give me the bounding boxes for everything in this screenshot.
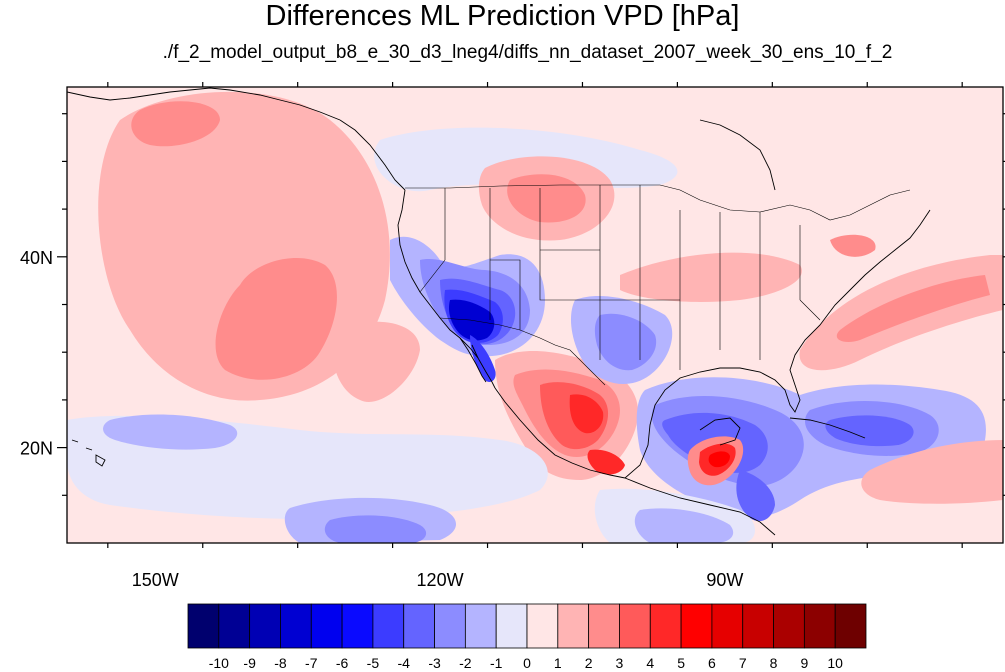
contour-gulf-pos-3 [708, 451, 730, 468]
contour-south-pacific-neg-3 [324, 515, 427, 543]
colorbar-swatch [464, 603, 497, 649]
colorbar-label: 10 [827, 655, 843, 671]
contour-atlantic-pos-2 [836, 275, 990, 342]
colorbar-swatch [187, 603, 220, 649]
coast-alaska [67, 87, 341, 121]
colorbar-label: 0 [523, 655, 531, 671]
colorbar-swatch [403, 603, 435, 649]
colorbar-swatch [834, 603, 867, 649]
coast-gulf [624, 209, 931, 479]
coast-west-na [397, 189, 496, 389]
contour-baja-neg [470, 335, 496, 382]
colorbar-swatch [649, 603, 682, 649]
coast-baja [459, 337, 487, 383]
colorbar-label: 5 [677, 655, 685, 671]
coast-yucatan [699, 417, 741, 446]
contour-mexico-pos-4 [569, 394, 604, 434]
colorbar-label: 6 [708, 655, 716, 671]
map-area [67, 87, 1003, 543]
colorbar-label: -5 [367, 655, 380, 671]
colorbar-swatch [310, 603, 343, 649]
colorbar-label: -6 [336, 655, 349, 671]
page-subtitle: ./f_2_model_output_b8_e_30_d3_lneg4/diff… [162, 42, 893, 63]
colorbar-swatch [218, 603, 251, 649]
contour-ny-pos [830, 234, 876, 257]
coast-hudson [699, 119, 776, 191]
colorbar-swatch [526, 603, 559, 649]
y-tick-label: 20N [20, 439, 53, 459]
coast-central-america [624, 477, 776, 536]
coast-mexico-west [494, 387, 626, 479]
x-axis: 150W 120W 90W [107, 82, 963, 590]
state-lines [419, 185, 821, 370]
colorbar-swatch [773, 603, 805, 649]
contour-plains-pos-2 [507, 174, 586, 223]
colorbar-swatch [249, 603, 281, 649]
colorbar-swatch [711, 603, 744, 649]
colorbar-swatch [680, 603, 713, 649]
colorbar-label: 1 [554, 655, 562, 671]
border-us-canada [405, 184, 911, 221]
contour-south-pacific-neg-4 [103, 414, 238, 450]
colorbar-label: -2 [459, 655, 472, 671]
colorbar-swatch [588, 603, 620, 649]
colorbar-swatch [557, 603, 590, 649]
contour-caribbean-neg-2 [825, 415, 914, 447]
border-us-mexico [439, 317, 606, 386]
colorbar-label: -8 [274, 655, 287, 671]
colorbar-label: 9 [800, 655, 808, 671]
colorbar-label: -4 [398, 655, 411, 671]
x-tick-label: 120W [417, 570, 464, 590]
colorbar-label: 2 [585, 655, 593, 671]
colorbar-label: 8 [770, 655, 778, 671]
contour-central-america-neg [736, 470, 775, 522]
colorbar-swatch [280, 603, 312, 649]
contour-pacific-pos-3 [131, 101, 220, 147]
coast-hawaii [71, 439, 106, 467]
difference-field [67, 91, 1003, 543]
colorbar-label: 7 [739, 655, 747, 671]
contour-east-pos [620, 252, 802, 302]
page-title: Differences ML Prediction VPD [hPa] [265, 0, 740, 32]
state-borders [405, 184, 911, 386]
colorbar-label: -7 [305, 655, 318, 671]
colorbar-label: 3 [616, 655, 624, 671]
coast-cuba [789, 417, 866, 439]
colorbar-swatch [341, 603, 374, 649]
colorbar-swatch [619, 603, 651, 649]
colorbar-label: -3 [428, 655, 441, 671]
x-tick-label: 150W [132, 570, 179, 590]
colorbar-swatch [434, 603, 466, 649]
colorbar-label: -9 [243, 655, 256, 671]
y-tick-label: 40N [20, 248, 53, 268]
coast-canada-west [339, 119, 406, 191]
plot-border [66, 86, 1004, 544]
contour-pacific-pos-2 [215, 257, 337, 380]
x-tick-label: 90W [706, 570, 743, 590]
colorbar: -10 -9 -8 -7 -6 -5 -4 -3 -2 -1 0 1 2 3 4 5 6 7 8 9 10 [187, 603, 867, 671]
contour-pos-ne-pacific [332, 321, 420, 402]
colorbar-swatch [803, 603, 836, 649]
colorbar-label: 4 [646, 655, 654, 671]
colorbar-swatch [742, 603, 774, 649]
colorbar-label: -10 [209, 655, 229, 671]
contour-texas-neg-2 [594, 313, 657, 371]
contour-mexico-pac-neg-2 [634, 508, 734, 543]
coastlines [67, 87, 931, 536]
plot-frame [66, 86, 1004, 544]
colorbar-label: -1 [490, 655, 503, 671]
colorbar-swatch [495, 603, 528, 649]
colorbar-swatch [372, 603, 405, 649]
contour-atlantic-south-pos [861, 440, 1003, 504]
contour-mexico-pos-5 [587, 449, 625, 475]
